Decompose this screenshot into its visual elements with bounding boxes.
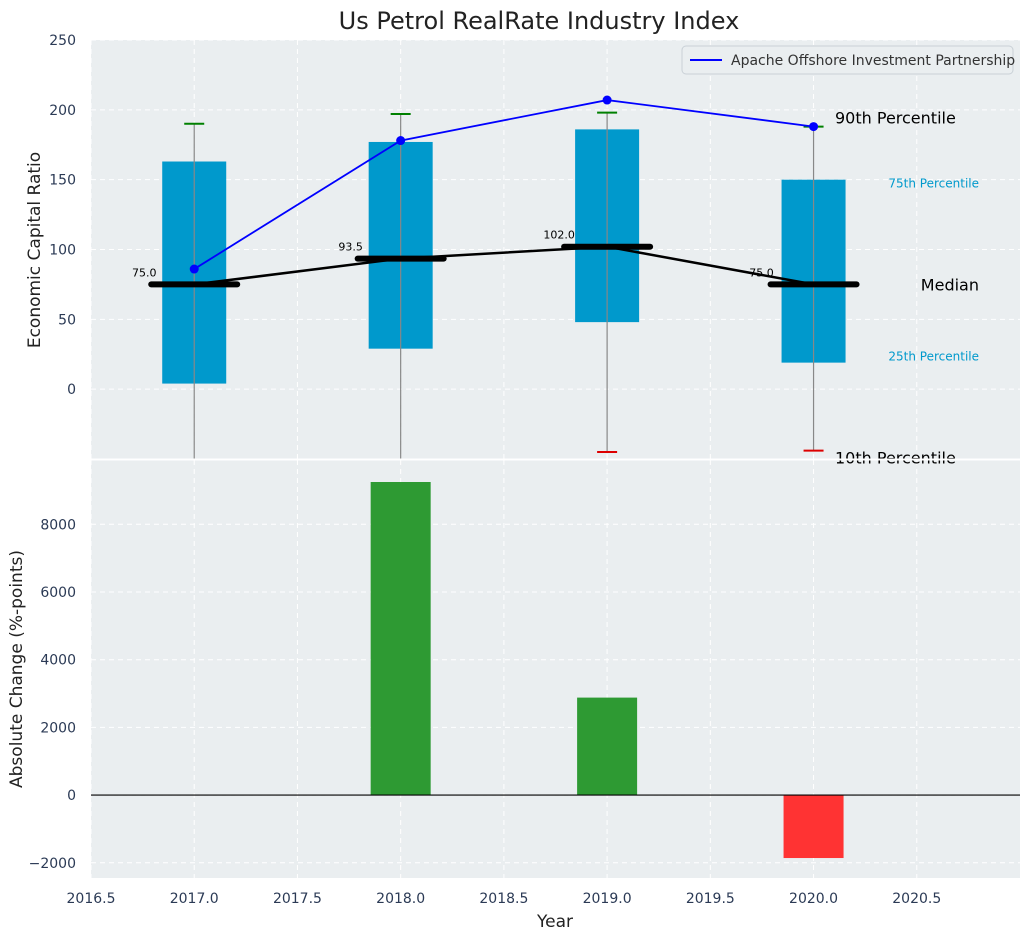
bottom-y-tick-label: 8000 (40, 517, 76, 533)
change-bar (577, 697, 638, 796)
x-tick-label: 2020.5 (892, 891, 941, 907)
chart-title: Us Petrol RealRate Industry Index (339, 7, 740, 35)
top-plot-content: 75.0 93.5 102.0 75.0 90th Percentile 75th Per… (132, 95, 979, 468)
x-tick-label: 2018.5 (479, 891, 528, 907)
top-y-axis-label: Economic Capital Ratio (25, 152, 45, 348)
change-bar (783, 795, 844, 859)
top-y-tick-label: 200 (49, 103, 76, 119)
legend: Apache Offshore Investment Partnership (681, 45, 1015, 75)
median-value-label: 93.5 (338, 241, 363, 254)
company-series-point (396, 136, 406, 146)
bottom-y-tick-label: 4000 (40, 653, 76, 669)
x-tick-label: 2020.0 (789, 891, 838, 907)
bottom-y-axis-label: Absolute Change (%-points) (7, 550, 27, 788)
bottom-plot-background (91, 460, 1020, 878)
bottom-y-tick-labels: −2000 0 2000 4000 6000 8000 (29, 517, 76, 871)
x-tick-label: 2016.5 (67, 891, 116, 907)
x-tick-labels: 2016.5 2017.0 2017.5 2018.0 2018.5 2019.0 2019… (67, 891, 942, 907)
top-y-tick-labels: 0 50 100 150 200 250 (49, 33, 76, 398)
x-tick-label: 2019.5 (686, 891, 735, 907)
top-y-tick-label: 250 (49, 33, 76, 49)
top-y-tick-label: 150 (49, 173, 76, 189)
x-tick-label: 2017.0 (170, 891, 219, 907)
median-trend-line (194, 245, 814, 286)
change-bar (370, 482, 431, 796)
bottom-y-tick-label: −2000 (29, 856, 76, 872)
x-axis-label: Year (536, 912, 573, 932)
x-tick-label: 2019.0 (583, 891, 632, 907)
bottom-y-tick-label: 0 (67, 788, 76, 804)
p90-annotation: 90th Percentile (835, 109, 956, 128)
company-series-line (193, 99, 814, 270)
company-series-point (809, 122, 819, 132)
legend-frame (681, 45, 1014, 75)
bottom-plot-content (91, 482, 1020, 859)
top-y-tick-label: 0 (67, 382, 76, 398)
bottom-y-tick-label: 6000 (40, 585, 76, 601)
p25-annotation: 25th Percentile (888, 350, 979, 364)
median-value-label: 75.0 (132, 266, 157, 279)
company-series-point (602, 95, 612, 105)
bottom-y-tick-label: 2000 (40, 720, 76, 736)
x-tick-label: 2017.5 (273, 891, 322, 907)
p10-annotation: 10th Percentile (835, 449, 956, 468)
median-annotation: Median (921, 275, 979, 294)
top-y-tick-label: 100 (49, 243, 76, 259)
company-series-point (189, 264, 199, 274)
legend-entry-label: Apache Offshore Investment Partnership (731, 53, 1015, 69)
top-y-tick-label: 50 (58, 312, 76, 328)
x-tick-label: 2018.0 (376, 891, 425, 907)
median-value-label: 75.0 (749, 266, 774, 279)
p75-annotation: 75th Percentile (888, 177, 979, 191)
median-value-label: 102.0 (543, 229, 575, 242)
